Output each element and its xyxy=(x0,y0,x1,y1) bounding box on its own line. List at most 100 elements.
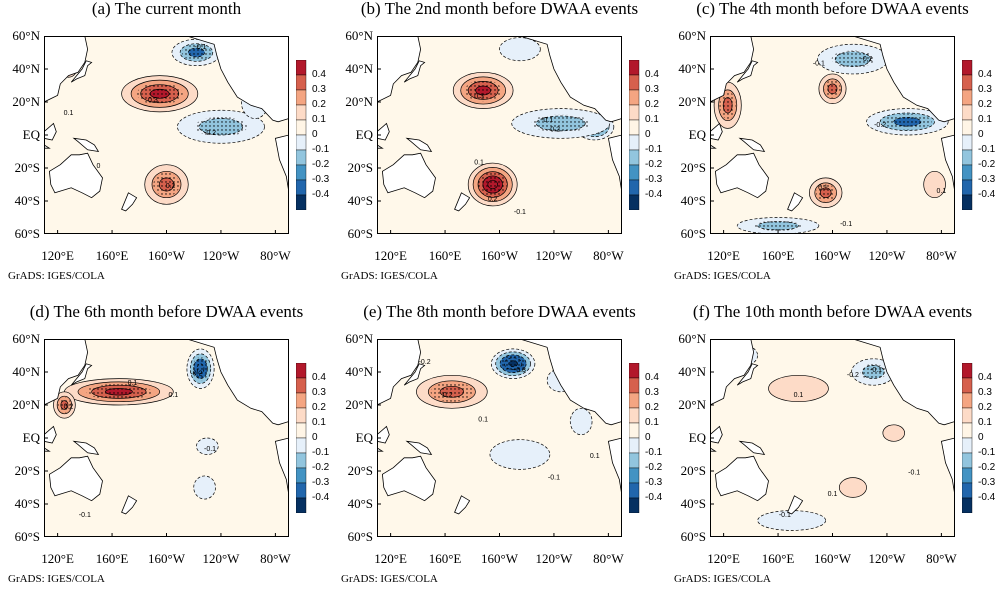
panel-title: (d) The 6th month before DWAA events xyxy=(29,302,304,321)
land-nz xyxy=(121,495,138,515)
significance-stipple xyxy=(430,381,474,402)
contour-label: -0.2 xyxy=(847,372,859,379)
contour-label: -0.1 xyxy=(514,209,526,216)
colorbar xyxy=(296,60,307,210)
land-sumatra xyxy=(44,140,51,149)
land-borneo xyxy=(710,122,723,141)
significance-stipple xyxy=(57,397,71,413)
land-samerica xyxy=(274,437,289,496)
latitude-label: 20°S xyxy=(680,160,706,175)
map-panel: (c) The 4th month before DWAA events 60°N… xyxy=(666,0,999,293)
colorbar-swatch xyxy=(296,497,307,513)
land-samerica xyxy=(274,134,289,193)
map-panel: (b) The 2nd month before DWAA events 60°N… xyxy=(333,0,666,293)
contour-label: 0.2 xyxy=(443,392,453,399)
land-japan xyxy=(736,60,759,83)
latitude-label: 40°N xyxy=(678,61,706,76)
significance-stipple xyxy=(753,220,803,231)
significance-stipple xyxy=(531,114,591,133)
colorbar-swatch xyxy=(629,363,640,379)
colorbar-label: -0.1 xyxy=(312,144,330,155)
latitude-label: 40°S xyxy=(680,193,706,208)
colorbar-label: 0.1 xyxy=(645,417,659,428)
contour-label: -0.1 xyxy=(79,512,91,519)
colorbar-swatch xyxy=(629,104,640,121)
colorbar-swatch xyxy=(629,179,640,196)
latitude-label: 40°N xyxy=(345,61,373,76)
colorbar-swatch xyxy=(962,134,973,151)
contour-label: -0.1 xyxy=(908,469,920,476)
colorbar-label: 0.3 xyxy=(312,387,326,398)
contour-label: -0.1 xyxy=(813,61,825,68)
latitude-label: 40°N xyxy=(12,61,40,76)
contour-label: 0.1 xyxy=(128,380,138,387)
latitude-label: 40°N xyxy=(12,364,40,379)
colorbar-swatch xyxy=(962,497,973,513)
land-namerica xyxy=(832,36,955,123)
land-newguinea xyxy=(738,137,766,153)
colorbar-label: -0.3 xyxy=(645,174,663,185)
contour-label: 0.2 xyxy=(166,183,176,190)
negative-anomaly-contour xyxy=(499,37,541,62)
colorbar-swatch xyxy=(962,467,973,484)
land-namerica xyxy=(166,339,289,426)
latitude-label: 60°S xyxy=(14,226,40,241)
contour-label: 0.3 xyxy=(148,97,158,104)
colorbar-swatch xyxy=(962,482,973,499)
colorbar-swatch xyxy=(629,74,640,91)
colorbar-label: -0.1 xyxy=(978,447,996,458)
latitude-label: 20°S xyxy=(14,160,40,175)
longitude-label: 120°E xyxy=(41,248,74,263)
colorbar-swatch xyxy=(962,179,973,196)
colorbar-swatch xyxy=(629,407,640,424)
colorbar-swatch xyxy=(296,437,307,454)
colorbar-label: 0 xyxy=(978,432,984,443)
contour-label: -0.2 xyxy=(874,122,886,129)
latitude-label: 20°N xyxy=(345,397,373,412)
land-namerica xyxy=(832,339,955,426)
contour-label: 0 xyxy=(96,163,100,170)
colorbar-label: -0.3 xyxy=(978,174,996,185)
longitude-label: 120°E xyxy=(41,551,74,566)
colorbar-swatch xyxy=(629,392,640,409)
colorbar-swatch xyxy=(629,422,640,439)
land-japan xyxy=(403,363,426,386)
map-panel: (a) The current month 60°N 40°N 20°N EQ 20°S 4… xyxy=(0,0,333,293)
colorbar-label: -0.1 xyxy=(312,447,330,458)
colorbar-label: 0.2 xyxy=(645,99,659,110)
colorbar-swatch xyxy=(962,377,973,394)
land-borneo xyxy=(377,425,390,444)
longitude-label: 120°W xyxy=(535,551,573,566)
longitude-label: 80°W xyxy=(926,551,957,566)
latitude-label: 20°S xyxy=(14,463,40,478)
longitude-label: 160°W xyxy=(148,248,185,263)
land-newguinea xyxy=(405,137,433,153)
colorbar-label: 0.1 xyxy=(645,114,659,125)
colorbar-swatch xyxy=(629,437,640,454)
land-sumatra xyxy=(377,140,384,149)
colorbar-swatch xyxy=(629,89,640,106)
grads-credit: GrADS: IGES/COLA xyxy=(341,270,438,282)
colorbar-swatch xyxy=(962,452,973,469)
colorbar-swatch xyxy=(962,104,973,121)
contour-label: 0.1 xyxy=(818,184,828,191)
positive-anomaly-contour xyxy=(923,170,946,199)
significance-stipple xyxy=(719,91,736,120)
colorbar-swatch xyxy=(629,377,640,394)
colorbar-swatch xyxy=(962,89,973,106)
colorbar-swatch xyxy=(629,467,640,484)
contour-label: 0.1 xyxy=(590,453,600,460)
colorbar-swatch xyxy=(296,104,307,121)
colorbar-label: 0 xyxy=(645,432,651,443)
colorbar-label: 0.4 xyxy=(978,372,992,383)
significance-stipple xyxy=(882,113,932,130)
colorbar-label: -0.2 xyxy=(978,462,996,473)
contour-label: -0.1 xyxy=(870,367,882,374)
latitude-label: EQ xyxy=(355,127,373,142)
land-borneo xyxy=(44,122,57,141)
colorbar-label: 0.3 xyxy=(978,84,992,95)
colorbar-label: 0.1 xyxy=(312,417,326,428)
land-japan xyxy=(70,60,93,83)
significance-stipple xyxy=(831,50,875,69)
contour-label: -0.2 xyxy=(190,370,202,377)
